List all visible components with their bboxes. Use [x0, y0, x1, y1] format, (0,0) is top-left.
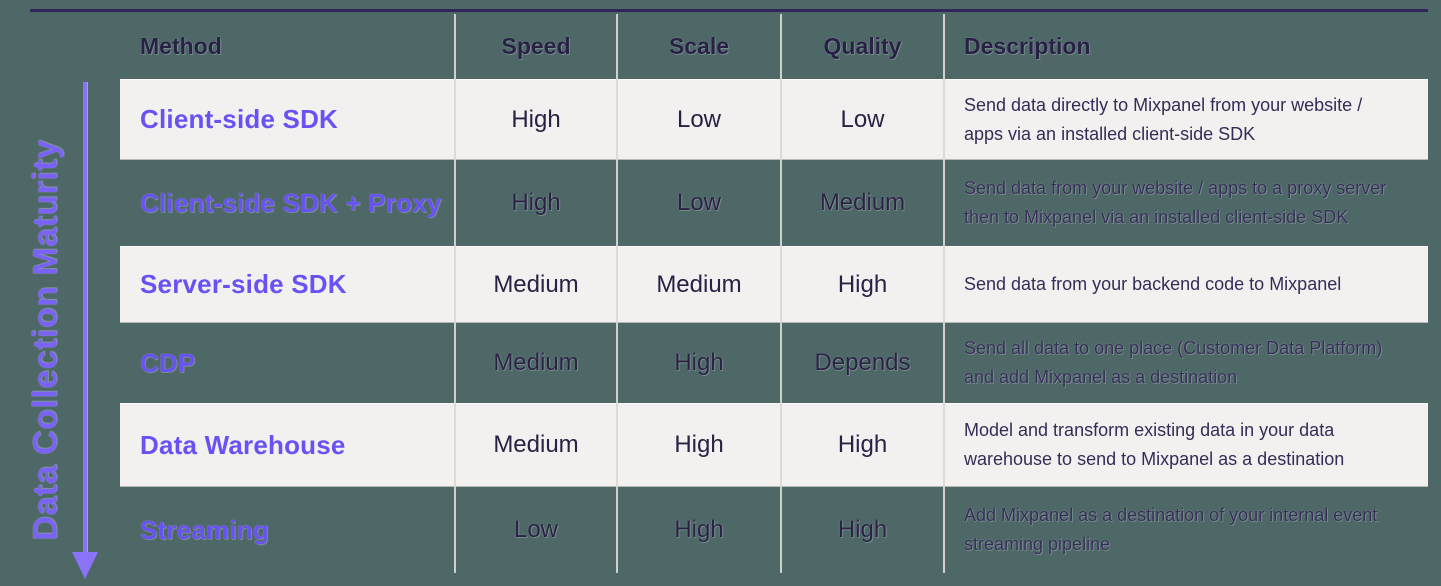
speed-cell: Medium — [493, 270, 579, 298]
quality-cell: Medium — [819, 189, 906, 216]
speed-cell: High — [511, 105, 561, 133]
quality-cell: Depends — [814, 349, 911, 376]
method-cell: Server-side SDK — [140, 269, 347, 299]
description-cell: Model and transform existing data in you… — [964, 420, 1345, 469]
table-row: Data Warehouse Medium High High Model an… — [120, 403, 1428, 487]
column-separator — [616, 14, 618, 573]
scale-cell: High — [674, 516, 724, 543]
table-body: Client-side SDK High Low Low Send data d… — [120, 79, 1428, 573]
comparison-table: Method Speed Scale Quality Description C… — [120, 14, 1428, 573]
maturity-arrow-line — [83, 82, 87, 554]
quality-cell: Low — [840, 105, 885, 133]
down-arrow-icon — [72, 552, 98, 579]
scale-cell: Medium — [656, 270, 742, 298]
method-cell: Streaming — [140, 514, 269, 545]
quality-cell: High — [837, 270, 888, 298]
column-separator — [780, 14, 782, 573]
scale-cell: High — [674, 349, 724, 376]
maturity-axis-label: Data Collection Maturity — [26, 139, 65, 541]
method-cell: Data Warehouse — [140, 429, 346, 460]
speed-cell: Medium — [493, 349, 579, 376]
table-row: Server-side SDK Medium Medium High Send … — [120, 246, 1428, 323]
table-row: Client-side SDK + Proxy High Low Medium … — [120, 160, 1428, 246]
scale-cell: Low — [676, 105, 722, 133]
speed-cell: Medium — [493, 431, 579, 458]
quality-cell: High — [837, 516, 888, 543]
table-header-row: Method Speed Scale Quality Description — [120, 14, 1428, 79]
top-border-line — [30, 9, 1428, 12]
column-header-description: Description — [964, 33, 1091, 59]
scale-cell: Low — [676, 189, 722, 216]
description-cell: Send data from your website / apps to a … — [964, 178, 1387, 227]
column-header-scale: Scale — [668, 33, 730, 59]
description-cell: Add Mixpanel as a destination of your in… — [964, 505, 1378, 554]
description-cell: Send all data to one place (Customer Dat… — [964, 338, 1383, 387]
scale-cell: High — [674, 431, 724, 458]
method-cell: CDP — [140, 347, 196, 378]
column-separator — [454, 14, 456, 573]
speed-cell: Low — [513, 516, 559, 543]
column-header-method: Method — [140, 33, 222, 59]
speed-cell: High — [511, 189, 561, 216]
table-row: Client-side SDK High Low Low Send data d… — [120, 79, 1428, 160]
description-cell: Send data directly to Mixpanel from your… — [964, 94, 1363, 144]
method-cell: Client-side SDK — [140, 104, 339, 134]
column-separator — [943, 14, 945, 573]
column-header-quality: Quality — [823, 33, 902, 59]
table-row: Streaming Low High High Add Mixpanel as … — [120, 487, 1428, 573]
method-cell: Client-side SDK + Proxy — [140, 187, 442, 218]
table-row: CDP Medium High Depends Send all data to… — [120, 323, 1428, 403]
column-header-speed: Speed — [501, 33, 571, 59]
quality-cell: High — [837, 431, 888, 458]
description-cell: Send data from your backend code to Mixp… — [964, 274, 1342, 295]
